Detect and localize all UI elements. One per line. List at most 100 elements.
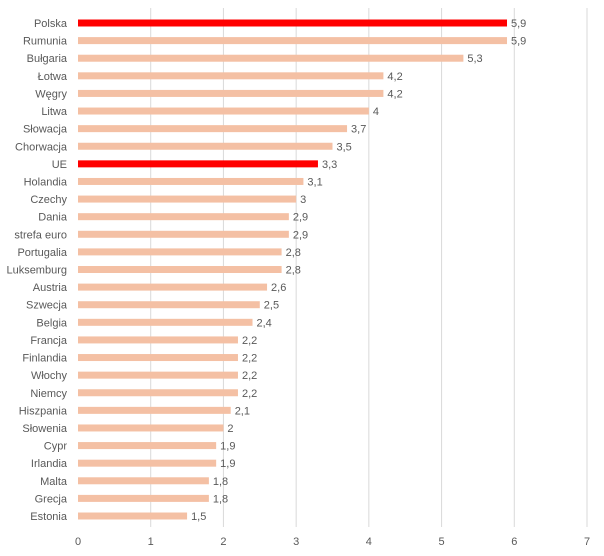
value-label: 3,1 xyxy=(307,176,322,188)
value-label: 3,3 xyxy=(322,159,337,171)
bar xyxy=(78,177,304,185)
category-label: Słowenia xyxy=(22,423,68,435)
bar xyxy=(78,354,238,362)
category-label: strefa euro xyxy=(14,229,67,241)
value-label: 2,9 xyxy=(293,212,308,224)
category-label: Bułgaria xyxy=(27,53,68,65)
bar xyxy=(78,512,188,520)
bar xyxy=(78,266,282,273)
bar xyxy=(78,248,282,256)
value-label: 1,9 xyxy=(220,441,235,453)
bar xyxy=(78,142,333,150)
bar xyxy=(78,125,348,133)
bar xyxy=(78,89,384,97)
category-label: Belgia xyxy=(36,317,67,329)
value-label: 2,9 xyxy=(293,229,308,241)
category-label: Cypr xyxy=(44,441,68,453)
value-label: 4,2 xyxy=(387,71,402,83)
value-label: 2,2 xyxy=(242,353,257,365)
value-label: 1,9 xyxy=(220,458,235,470)
value-label: 2,8 xyxy=(286,265,301,277)
value-label: 5,9 xyxy=(511,36,526,48)
category-label: Luksemburg xyxy=(6,265,67,277)
x-tick-label: 1 xyxy=(148,536,154,548)
value-labels: 5,95,95,34,24,243,73,53,33,132,92,92,82,… xyxy=(191,18,526,523)
value-label: 1,5 xyxy=(191,511,206,523)
value-label: 2,4 xyxy=(257,317,272,329)
x-tick-label: 3 xyxy=(293,536,299,548)
x-tick-label: 2 xyxy=(220,536,226,548)
value-label: 2,8 xyxy=(286,247,301,259)
value-label: 2,2 xyxy=(242,388,257,400)
category-label: Hiszpania xyxy=(19,405,68,417)
value-label: 2,1 xyxy=(235,405,250,417)
bar-highlight xyxy=(78,19,508,27)
value-label: 2,5 xyxy=(264,300,279,312)
category-label: Rumunia xyxy=(23,36,68,48)
category-label: Francja xyxy=(30,335,68,347)
value-label: 2 xyxy=(227,423,233,435)
value-label: 5,9 xyxy=(511,18,526,30)
bar xyxy=(78,406,231,414)
value-label: 2,6 xyxy=(271,282,286,294)
bar xyxy=(78,301,260,309)
bar xyxy=(78,424,224,432)
value-label: 5,3 xyxy=(467,53,482,65)
value-label: 3 xyxy=(300,194,306,206)
bar xyxy=(78,494,209,502)
value-label: 2,2 xyxy=(242,370,257,382)
category-label: Litwa xyxy=(41,106,68,118)
bar xyxy=(78,283,268,291)
bar xyxy=(78,195,297,203)
category-label: Czechy xyxy=(30,194,67,206)
bar xyxy=(78,54,464,62)
category-label: Łotwa xyxy=(38,71,68,83)
category-label: Włochy xyxy=(31,370,68,382)
value-label: 4,2 xyxy=(387,88,402,100)
x-axis-tick-labels: 0 1 2 3 4 5 6 7 xyxy=(75,536,590,548)
bar-highlight xyxy=(78,160,318,168)
category-label: Austria xyxy=(33,282,68,294)
category-label: Portugalia xyxy=(17,247,67,259)
bar xyxy=(78,72,384,80)
x-tick-label: 5 xyxy=(439,536,445,548)
x-tick-label: 7 xyxy=(584,536,590,548)
bar xyxy=(78,318,253,326)
value-label: 1,8 xyxy=(213,476,228,488)
bar xyxy=(78,230,289,238)
category-label: Chorwacja xyxy=(15,141,68,153)
value-label: 3,7 xyxy=(351,124,366,136)
category-label: Irlandia xyxy=(31,458,68,470)
bar xyxy=(78,213,289,221)
bar xyxy=(78,459,217,467)
category-label: Grecja xyxy=(35,493,68,505)
category-label: Polska xyxy=(34,18,68,30)
bar xyxy=(78,389,238,397)
bars xyxy=(78,19,508,520)
category-labels: Polska Rumunia Bułgaria Łotwa Węgry Litwa Słow… xyxy=(6,18,67,523)
bar xyxy=(78,477,209,485)
bar xyxy=(78,371,238,379)
x-tick-label: 6 xyxy=(511,536,517,548)
category-label: Słowacja xyxy=(23,124,68,136)
category-label: Szwecja xyxy=(26,300,68,312)
x-tick-label: 4 xyxy=(366,536,372,548)
bar xyxy=(78,336,238,344)
bar xyxy=(78,442,217,450)
bar xyxy=(78,37,508,45)
value-label: 3,5 xyxy=(337,141,352,153)
category-label: Węgry xyxy=(35,88,67,100)
value-label: 4 xyxy=(373,106,379,118)
category-label: UE xyxy=(52,159,67,171)
category-label: Dania xyxy=(38,212,68,224)
category-label: Niemcy xyxy=(30,388,67,400)
value-label: 1,8 xyxy=(213,493,228,505)
value-label: 2,2 xyxy=(242,335,257,347)
category-label: Finlandia xyxy=(22,353,68,365)
bar xyxy=(78,107,369,115)
category-label: Holandia xyxy=(24,176,68,188)
x-tick-label: 0 xyxy=(75,536,81,548)
category-label: Malta xyxy=(40,476,68,488)
category-label: Estonia xyxy=(30,511,68,523)
